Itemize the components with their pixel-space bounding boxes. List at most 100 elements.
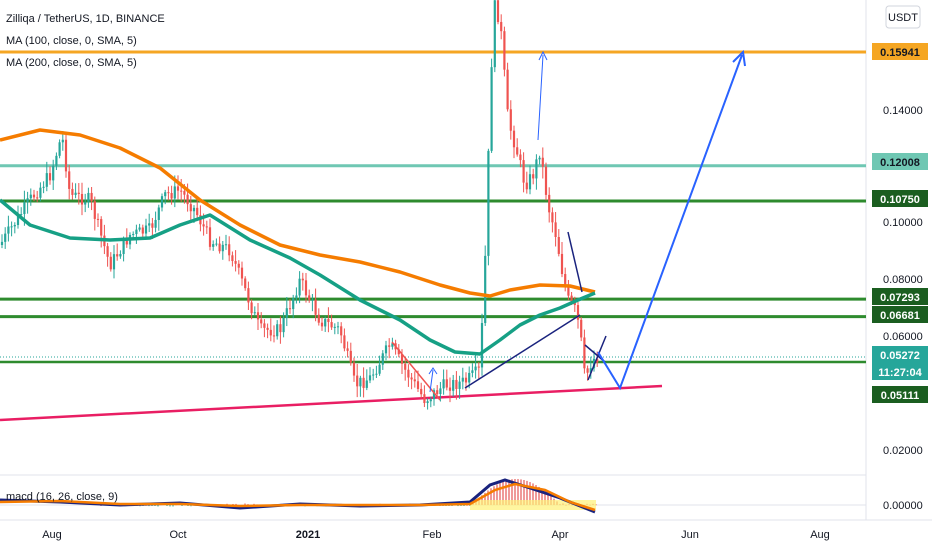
moving-averages bbox=[0, 128, 596, 356]
candle-body-56 bbox=[180, 190, 183, 192]
macd-hist-bar bbox=[490, 488, 492, 505]
candle-body-110 bbox=[352, 362, 356, 376]
candle-body-38 bbox=[122, 238, 125, 255]
price-tag-bg-4 bbox=[872, 306, 928, 323]
x-tick-2: 2021 bbox=[296, 529, 320, 541]
macd-hist-bar bbox=[244, 503, 246, 505]
candle-body-112 bbox=[359, 377, 362, 387]
macd-hist-bar bbox=[463, 505, 465, 506]
ma100-legend: MA (100, close, 0, SMA, 5) bbox=[6, 35, 137, 47]
candle-body-15 bbox=[48, 173, 52, 181]
candle-body-44 bbox=[141, 227, 144, 234]
candle-body-178 bbox=[570, 295, 573, 302]
candle-body-138 bbox=[442, 379, 445, 389]
price-axis: 0.14000 0.10000 0.08000 0.06000 0.02000 0.000… bbox=[883, 105, 923, 512]
candle-body-103 bbox=[330, 322, 333, 328]
candle-body-52 bbox=[167, 192, 170, 194]
y-tick-0: 0.14000 bbox=[883, 105, 923, 117]
candle-body-184 bbox=[589, 368, 592, 373]
macd-hist-bar bbox=[460, 505, 462, 506]
candle-body-100 bbox=[320, 322, 324, 327]
price-tag-6: 11:27:04 bbox=[878, 367, 922, 379]
candle-body-39 bbox=[125, 238, 128, 245]
candle-body-57 bbox=[183, 191, 186, 195]
macd-highlight bbox=[470, 500, 596, 510]
projection-path bbox=[597, 54, 743, 391]
candle-body-104 bbox=[333, 326, 336, 328]
candle-body-30 bbox=[96, 218, 100, 220]
candle-body-74 bbox=[237, 263, 240, 268]
candle-body-10 bbox=[32, 194, 36, 198]
x-tick-3: Feb bbox=[423, 529, 442, 541]
candle-body-21 bbox=[68, 171, 71, 189]
candle-body-124 bbox=[397, 349, 400, 355]
candle-body-55 bbox=[176, 186, 180, 191]
candle-body-25 bbox=[80, 193, 84, 205]
candle-body-156 bbox=[500, 21, 503, 32]
price-tag-bg-6 bbox=[872, 363, 928, 380]
macd-hist-bar bbox=[148, 505, 150, 507]
y-tick-4: 0.02000 bbox=[883, 445, 923, 457]
candle-body-166 bbox=[532, 174, 535, 179]
macd-hist-bar bbox=[493, 486, 495, 505]
candle-body-48 bbox=[154, 219, 157, 228]
candle-body-13 bbox=[42, 186, 45, 188]
price-tag-3: 0.07293 bbox=[880, 292, 920, 304]
price-tag-0: 0.15941 bbox=[880, 47, 920, 59]
macd-hist-bar bbox=[502, 481, 504, 505]
candle-body-181 bbox=[580, 319, 583, 338]
candle-body-174 bbox=[557, 237, 560, 254]
macd-hist-bar bbox=[235, 503, 237, 505]
currency-button[interactable]: USDT bbox=[885, 5, 921, 29]
macd-hist-bar bbox=[547, 493, 549, 505]
macd-hist-bar bbox=[526, 480, 528, 505]
candle-body-95 bbox=[304, 280, 308, 296]
candle-body-169 bbox=[541, 157, 544, 167]
candle-body-8 bbox=[26, 198, 29, 203]
candle-body-109 bbox=[349, 350, 352, 363]
candle-body-152 bbox=[487, 150, 490, 256]
candle-body-85 bbox=[272, 335, 276, 337]
candle-body-12 bbox=[39, 187, 42, 198]
candle-body-96 bbox=[308, 295, 311, 300]
candle-body-149 bbox=[477, 366, 480, 368]
candle-body-170 bbox=[544, 166, 548, 195]
candle-body-114 bbox=[365, 380, 368, 388]
candle-body-127 bbox=[407, 369, 410, 378]
candle-body-171 bbox=[548, 194, 551, 213]
candle-body-23 bbox=[74, 192, 77, 195]
candle-body-167 bbox=[535, 159, 538, 179]
candle-body-106 bbox=[340, 326, 343, 336]
candle-body-83 bbox=[266, 327, 269, 330]
price-tag-bg-0 bbox=[872, 43, 928, 60]
support-line bbox=[0, 384, 663, 422]
candle-body-158 bbox=[506, 69, 509, 110]
candle-body-77 bbox=[247, 288, 250, 303]
candle-body-121 bbox=[388, 345, 391, 347]
candle-body-33 bbox=[106, 246, 109, 257]
candle-body-130 bbox=[416, 381, 420, 389]
candle-body-27 bbox=[87, 192, 90, 203]
candle-body-128 bbox=[410, 377, 413, 380]
candle-body-89 bbox=[285, 308, 288, 318]
candle-body-66 bbox=[212, 244, 215, 247]
candle-body-43 bbox=[138, 227, 141, 230]
price-tag-4: 0.06681 bbox=[880, 310, 920, 322]
y-tick-2: 0.08000 bbox=[883, 274, 923, 286]
candle-body-182 bbox=[583, 337, 586, 369]
candle-body-163 bbox=[522, 160, 525, 183]
price-tags: 0.15941 0.12008 0.10750 0.07293 0.06681 0.052… bbox=[872, 43, 928, 403]
macd-hist-bar bbox=[484, 492, 486, 505]
macd-hist-bar bbox=[538, 486, 540, 505]
price-tag-bg-2 bbox=[872, 190, 928, 207]
support-trendline bbox=[0, 384, 663, 422]
price-tag-bg-3 bbox=[872, 288, 928, 305]
candle-body-26 bbox=[84, 202, 87, 205]
candle-body-47 bbox=[151, 223, 154, 228]
candle-body-81 bbox=[260, 319, 263, 324]
candle-body-162 bbox=[519, 154, 522, 161]
macd-hist-bar bbox=[523, 480, 525, 505]
candle-body-5 bbox=[16, 214, 20, 226]
candle-body-164 bbox=[525, 182, 528, 190]
